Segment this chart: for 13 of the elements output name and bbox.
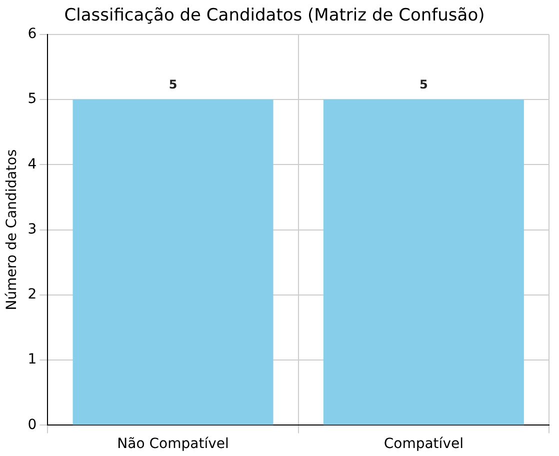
y-axis-title: Número de Candidatos: [4, 149, 20, 310]
x-tick-label: Não Compatível: [117, 436, 229, 452]
x-tick-label: Compatível: [384, 436, 464, 452]
y-tick-label: 5: [28, 91, 37, 108]
y-tick-label: 2: [28, 286, 37, 303]
chart-title: Classificação de Candidatos (Matriz de Confusão): [64, 6, 485, 26]
y-tick-label: 4: [28, 156, 37, 172]
data-label: 5: [419, 78, 428, 92]
y-tick-label: 3: [28, 221, 37, 238]
y-tick-label: 6: [28, 26, 37, 42]
y-tick-label: 0: [28, 416, 37, 433]
y-tick-label: 1: [28, 352, 37, 368]
data-label: 5: [168, 78, 178, 92]
